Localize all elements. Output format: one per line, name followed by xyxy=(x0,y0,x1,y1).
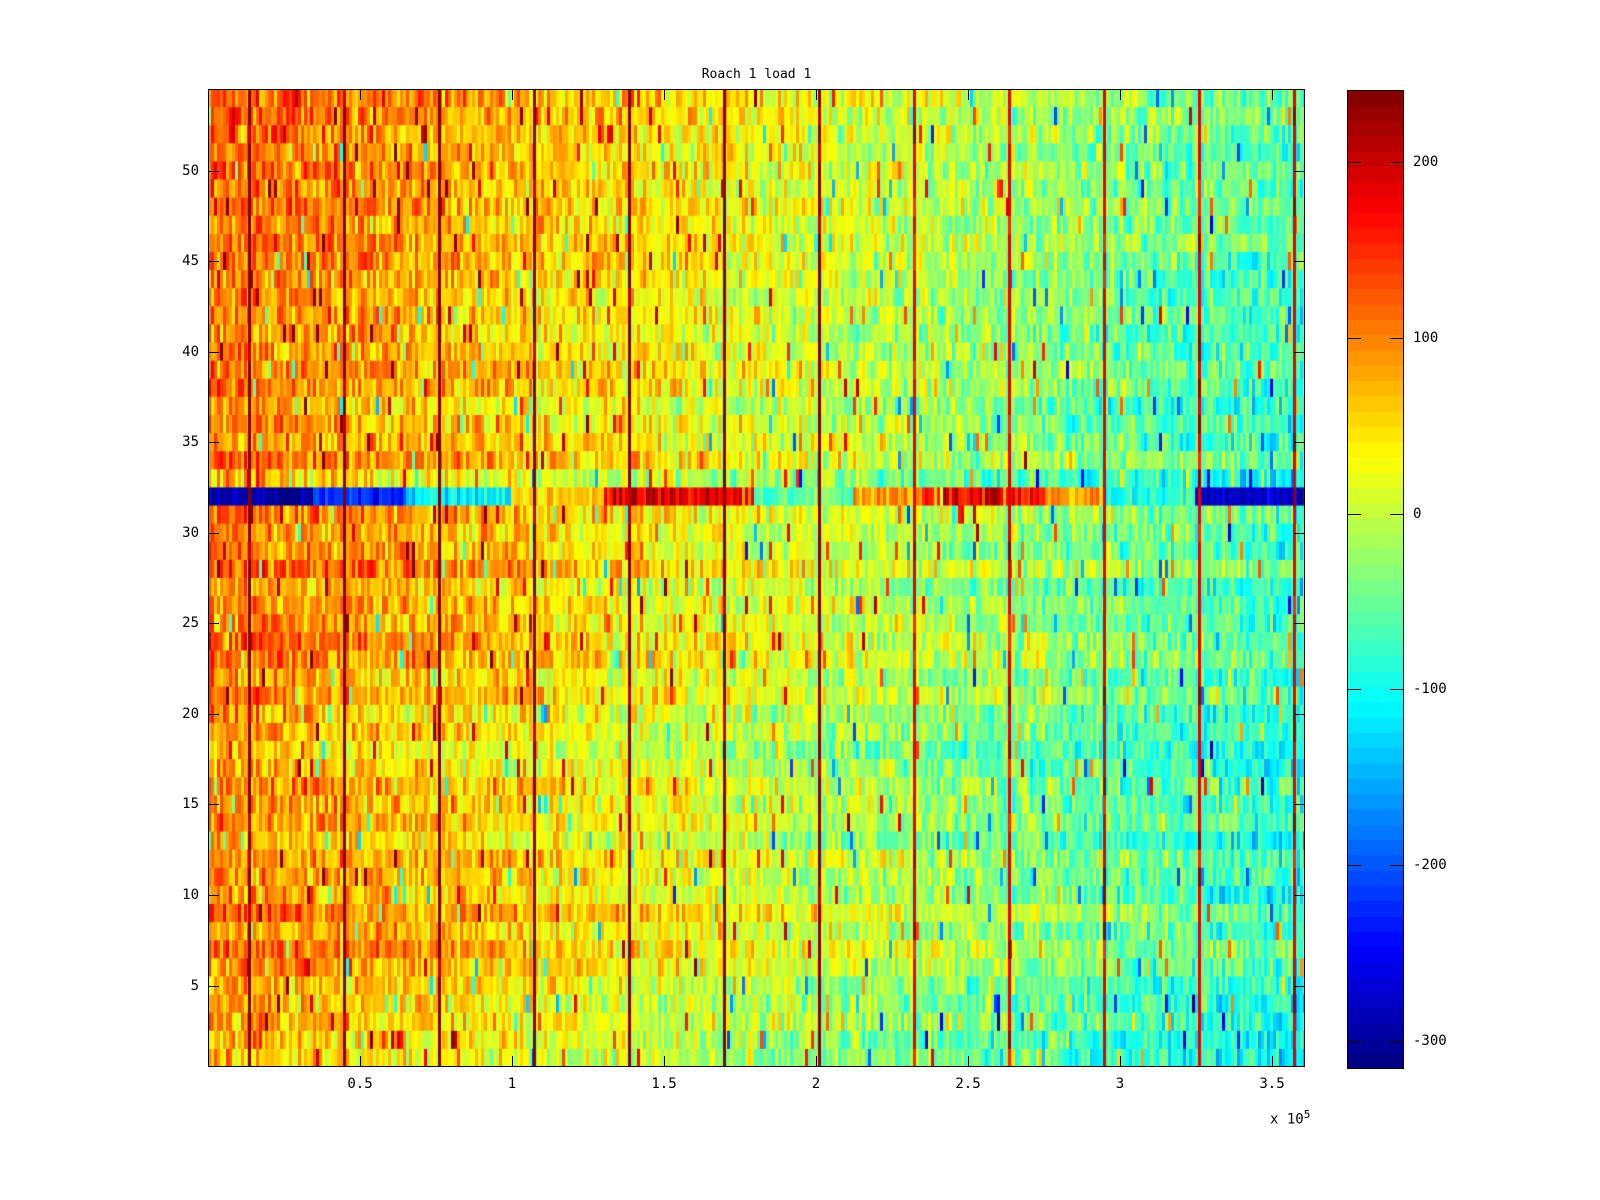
x-tick-label: 2.5 xyxy=(955,1076,981,1092)
chart-title: Roach 1 load 1 xyxy=(701,67,812,82)
colorbar-canvas xyxy=(1347,90,1404,1069)
x-axis-exponent-label: x 105 xyxy=(1270,1108,1310,1128)
x-tick-label: 1 xyxy=(507,1076,517,1092)
y-tick-label: 20 xyxy=(182,706,199,722)
x-tick-label: 3 xyxy=(1115,1076,1125,1092)
colorbar-tick-label: -100 xyxy=(1413,681,1447,697)
y-tick-label: 40 xyxy=(182,344,199,360)
y-tick-label: 45 xyxy=(182,253,199,269)
exponent-power: 5 xyxy=(1303,1108,1311,1121)
colorbar-tick-label: 100 xyxy=(1413,330,1439,346)
colorbar-tick-label: 200 xyxy=(1413,154,1439,170)
y-tick-label: 50 xyxy=(182,163,199,179)
x-tick-label: 3.5 xyxy=(1259,1076,1285,1092)
colorbar-tick-label: -200 xyxy=(1413,857,1447,873)
heatmap-canvas xyxy=(208,89,1305,1067)
colorbar-tick-label: -300 xyxy=(1413,1033,1447,1049)
y-tick-label: 30 xyxy=(182,525,199,541)
x-tick-label: 0.5 xyxy=(347,1076,373,1092)
x-tick-label: 2 xyxy=(811,1076,821,1092)
exponent-base: x 10 xyxy=(1270,1111,1304,1128)
y-tick-label: 25 xyxy=(182,615,199,631)
y-tick-label: 10 xyxy=(182,887,199,903)
colorbar-tick-label: 0 xyxy=(1413,506,1422,522)
y-tick-label: 15 xyxy=(182,796,199,812)
x-tick-label: 1.5 xyxy=(651,1076,677,1092)
y-tick-label: 5 xyxy=(190,978,199,994)
y-tick-label: 35 xyxy=(182,434,199,450)
